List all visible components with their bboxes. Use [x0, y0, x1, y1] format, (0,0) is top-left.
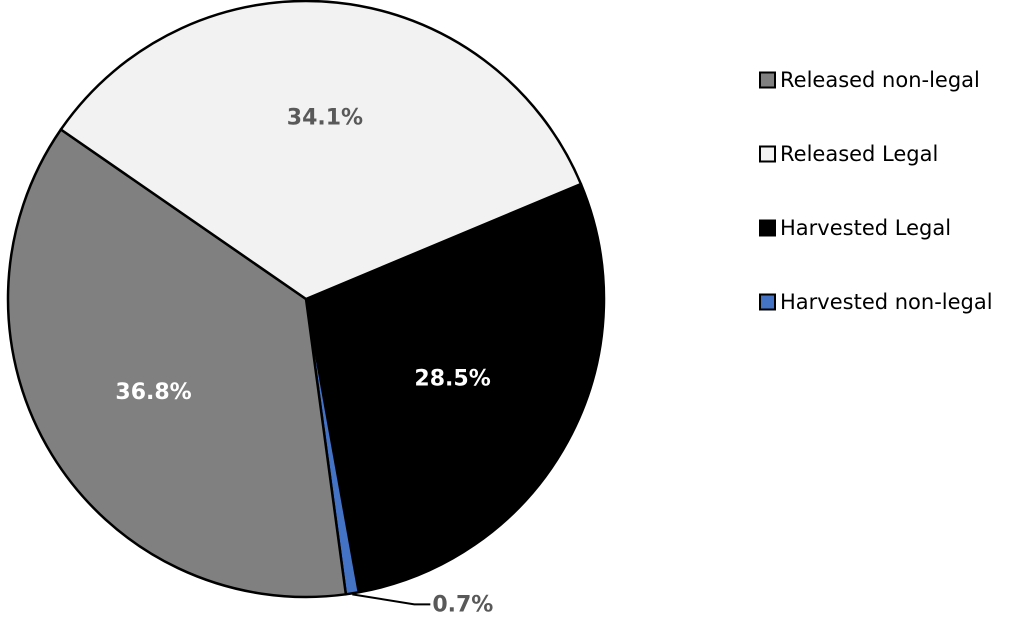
legend-swatch-released-non-legal [759, 71, 776, 89]
legend-label-released-legal: Released Legal [780, 142, 938, 166]
data-label-released-non-legal: 36.8% [115, 380, 191, 405]
pie-slice-released-legal [59, 0, 583, 301]
data-label-harvested-legal: 28.5% [414, 366, 490, 391]
pie-slice-harvested-legal [304, 182, 606, 594]
pie-slices [6, 0, 606, 599]
leader-line-harvested-non-legal [352, 593, 431, 606]
legend: Released non-legal Released Legal Harveste… [759, 68, 993, 314]
legend-label-released-non-legal: Released non-legal [780, 68, 980, 92]
data-label-harvested-non-legal: 0.7% [432, 592, 493, 617]
legend-swatch-harvested-non-legal [759, 293, 776, 311]
pie-slice-released-non-legal [6, 128, 348, 599]
legend-label-harvested-legal: Harvested Legal [780, 216, 951, 240]
legend-swatch-released-legal [759, 145, 776, 163]
data-labels: 28.5% 0.7% 36.8% 34.1% [115, 106, 493, 618]
legend-swatch-harvested-legal [759, 219, 776, 237]
legend-label-harvested-non-legal: Harvested non-legal [780, 290, 993, 314]
data-label-released-legal: 34.1% [287, 106, 363, 131]
